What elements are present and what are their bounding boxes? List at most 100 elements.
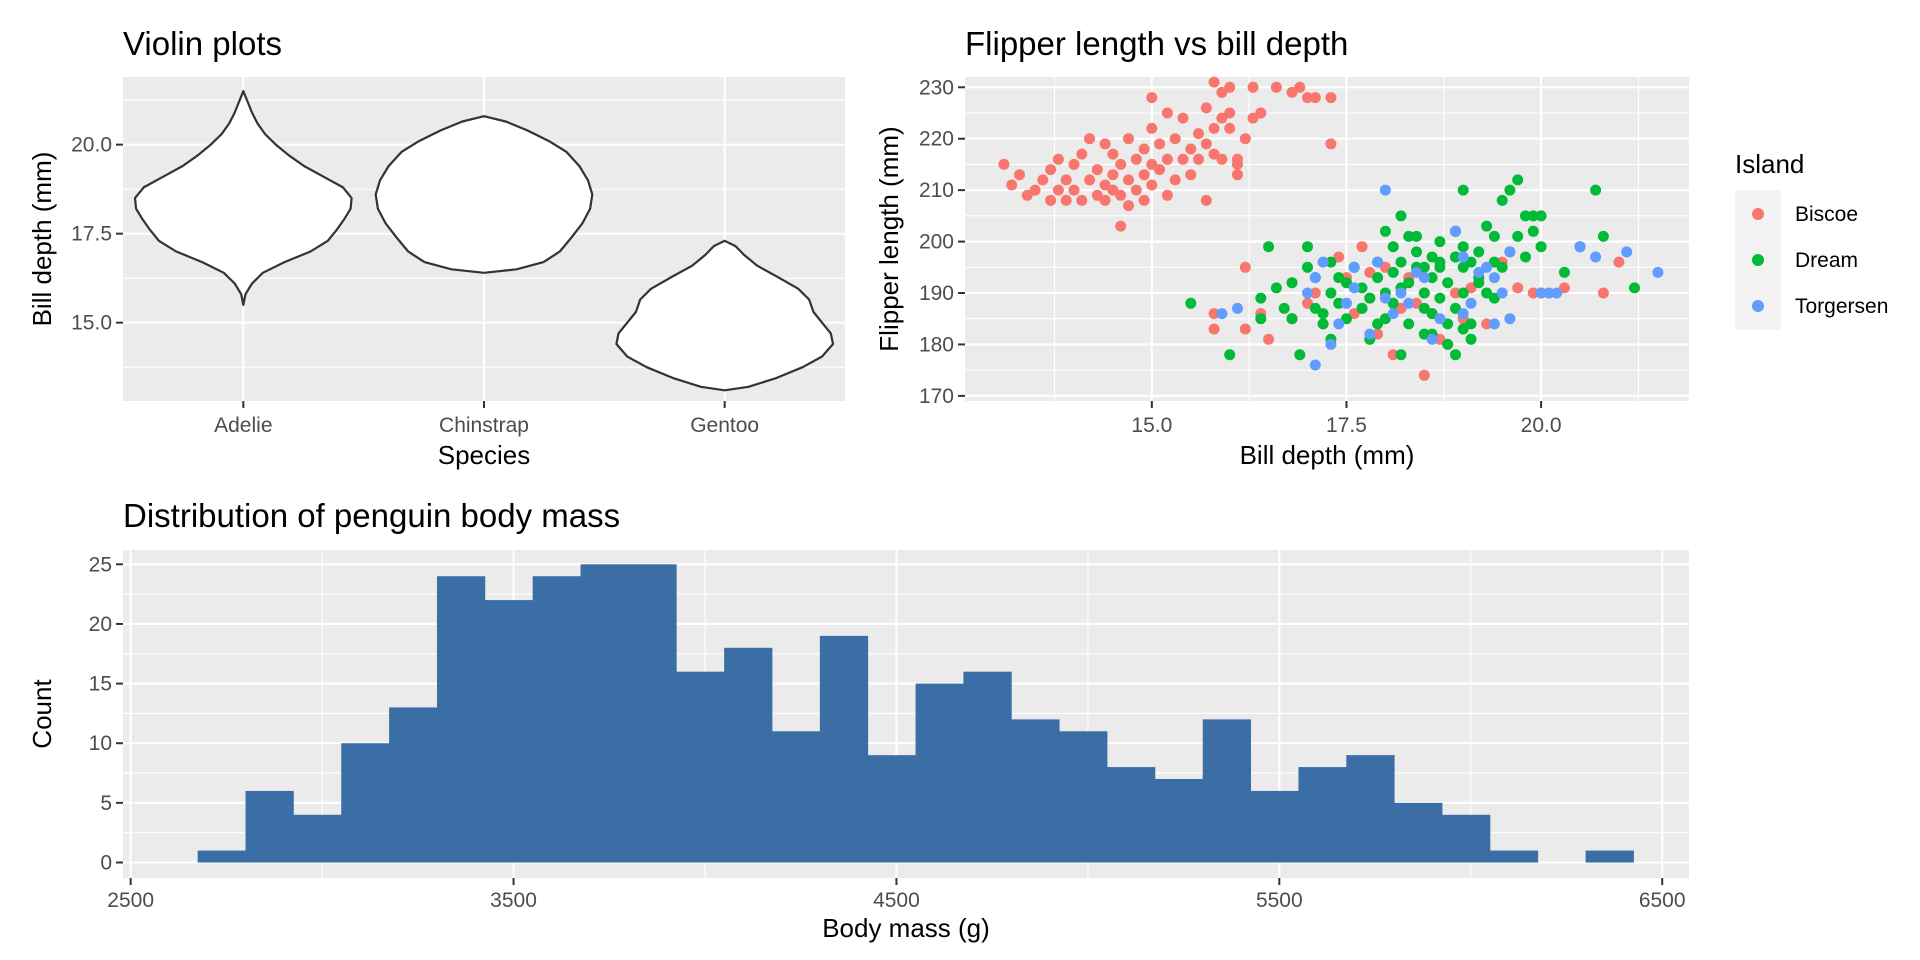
scatter-point-dream	[1286, 277, 1298, 289]
scatter-point-biscoe	[1107, 169, 1119, 181]
violin-chart: Violin plots 15.0 17.5 20.0 Adelie Chinstrap…	[27, 25, 845, 470]
scatter-point-biscoe	[1115, 220, 1127, 232]
scatter-point-torgersen	[1434, 313, 1446, 325]
histogram-bar	[915, 683, 964, 863]
scatter-point-dream	[1333, 297, 1345, 309]
scatter-point-biscoe	[1294, 81, 1306, 93]
scatter-point-torgersen	[1325, 338, 1337, 350]
scatter-point-dream	[1512, 230, 1524, 242]
legend-items: Biscoe Dream Torgersen	[1752, 203, 1888, 318]
scatter-point-dream	[1286, 313, 1298, 325]
histogram-bar	[532, 576, 581, 863]
scatter-point-biscoe	[1107, 184, 1119, 196]
violin-chinstrap	[374, 115, 594, 274]
scatter-point-dream	[1356, 282, 1368, 294]
histogram-x-tick-label: 4500	[873, 889, 920, 912]
scatter-point-torgersen	[1348, 282, 1360, 294]
scatter-point-biscoe	[1045, 164, 1057, 176]
scatter-point-torgersen	[1364, 328, 1376, 340]
scatter-point-dream	[1317, 318, 1329, 330]
scatter-point-dream	[1434, 292, 1446, 304]
scatter-point-biscoe	[1232, 169, 1243, 181]
scatter-point-torgersen	[1574, 241, 1586, 253]
scatter-point-dream	[1457, 241, 1469, 253]
scatter-point-biscoe	[1224, 122, 1236, 134]
scatter-point-torgersen	[1590, 251, 1602, 263]
scatter-point-biscoe	[1084, 133, 1096, 145]
scatter-point-dream	[1465, 318, 1477, 330]
scatter-point-torgersen	[1317, 256, 1329, 268]
histogram-bar	[245, 790, 294, 863]
scatter-point-dream	[1411, 246, 1422, 258]
scatter-point-dream	[1224, 349, 1236, 361]
histogram-y-tick-label: 10	[89, 732, 112, 755]
scatter-point-dream	[1403, 277, 1415, 289]
scatter-point-biscoe	[1037, 174, 1049, 186]
scatter-point-dream	[1302, 241, 1313, 253]
scatter-point-dream	[1418, 261, 1430, 273]
scatter-point-dream	[1488, 292, 1500, 304]
histogram-bar	[676, 671, 725, 863]
scatter-point-dream	[1255, 313, 1267, 325]
scatter-point-dream	[1520, 251, 1531, 263]
scatter-point-biscoe	[1052, 153, 1064, 165]
scatter-point-dream	[1457, 261, 1469, 273]
scatter-point-biscoe	[1527, 287, 1539, 299]
scatter-point-biscoe	[1302, 297, 1313, 309]
histogram-bar	[197, 850, 246, 863]
scatter-point-dream	[1317, 308, 1329, 320]
scatter-point-dream	[1450, 349, 1461, 361]
scatter-point-biscoe	[1200, 138, 1212, 150]
scatter-x-axis-title: Bill depth (mm)	[1240, 440, 1415, 470]
scatter-point-biscoe	[1146, 179, 1158, 191]
scatter-point-dream	[1465, 256, 1477, 268]
scatter-point-torgersen	[1543, 287, 1555, 299]
scatter-point-biscoe	[1138, 143, 1150, 155]
scatter-point-dream	[1278, 302, 1290, 314]
scatter-point-dream	[1442, 338, 1454, 350]
legend-key-biscoe	[1752, 208, 1764, 220]
scatter-point-biscoe	[1177, 153, 1189, 165]
scatter-point-biscoe	[1379, 261, 1391, 273]
scatter-point-torgersen	[1341, 297, 1352, 309]
scatter-point-biscoe	[1161, 153, 1173, 165]
scatter-point-biscoe	[1247, 81, 1259, 93]
scatter-point-biscoe	[1169, 133, 1181, 145]
scatter-point-biscoe	[1099, 138, 1111, 150]
scatter-point-biscoe	[1418, 369, 1430, 381]
scatter-point-dream	[1481, 220, 1493, 232]
scatter-point-biscoe	[1512, 282, 1524, 294]
scatter-point-dream	[1488, 256, 1500, 268]
scatter-point-dream	[1403, 318, 1415, 330]
scatter-point-biscoe	[1130, 184, 1142, 196]
histogram-bars	[197, 564, 1634, 863]
scatter-y-tick-label: 170	[919, 385, 954, 408]
scatter-point-dream	[1512, 174, 1524, 186]
scatter-point-torgersen	[1488, 318, 1500, 330]
scatter-point-biscoe	[1130, 153, 1142, 165]
violin-x-tick-label: Chinstrap	[439, 414, 529, 437]
legend-key-dream	[1752, 254, 1764, 266]
scatter-point-dream	[1395, 349, 1407, 361]
scatter-point-biscoe	[1084, 174, 1096, 186]
scatter-point-torgersen	[1333, 318, 1345, 330]
scatter-point-torgersen	[1418, 272, 1430, 284]
scatter-point-torgersen	[1411, 266, 1422, 278]
scatter-point-dream	[1255, 292, 1267, 304]
scatter-point-biscoe	[1138, 194, 1150, 206]
scatter-point-dream	[1465, 333, 1477, 345]
histogram-bar	[293, 814, 342, 863]
scatter-point-dream	[1418, 287, 1430, 299]
scatter-point-dream	[1263, 241, 1275, 253]
scatter-point-biscoe	[1216, 86, 1228, 98]
legend-title: Island	[1735, 149, 1804, 179]
scatter-point-dream	[1356, 302, 1368, 314]
scatter-point-torgersen	[1551, 287, 1563, 299]
scatter-point-biscoe	[1208, 308, 1220, 320]
histogram-bar	[1394, 802, 1443, 863]
scatter-point-torgersen	[1372, 256, 1384, 268]
scatter-point-biscoe	[1208, 323, 1220, 335]
scatter-x-tick-label: 20.0	[1521, 414, 1562, 437]
scatter-point-biscoe	[1107, 148, 1119, 160]
scatter-point-torgersen	[1379, 292, 1391, 304]
